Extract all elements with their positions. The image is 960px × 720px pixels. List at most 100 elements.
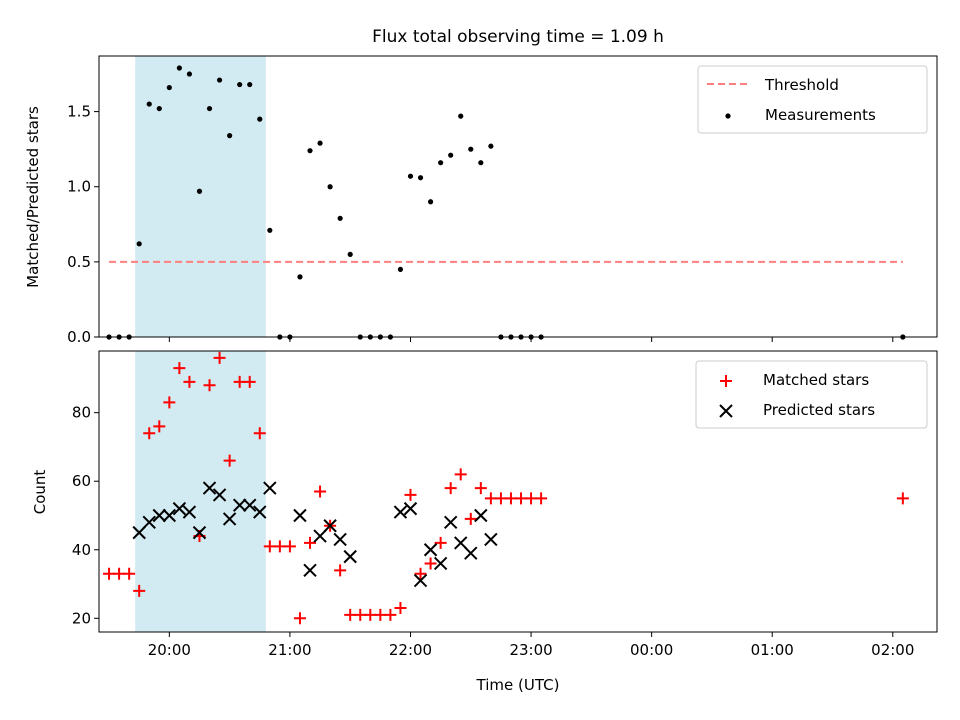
matched-star-marker xyxy=(515,492,528,505)
predicted-star-marker xyxy=(222,512,237,526)
y-tick-label: 0.5 xyxy=(67,253,91,271)
predicted-star-marker xyxy=(293,508,307,523)
legend-matched-label: Matched stars xyxy=(763,371,869,389)
measurement-point xyxy=(458,113,464,119)
bottom-panel: 20 40 60 80 20:00 21:00 22:00 23:00 00:00 01:00 0… xyxy=(31,350,938,659)
predicted-star-marker xyxy=(142,515,156,530)
matched-star-marker xyxy=(283,540,296,553)
x-tick-label: 01:00 xyxy=(751,641,794,659)
predicted-star-marker xyxy=(152,508,166,523)
measurement-point xyxy=(196,188,203,194)
measurement-point xyxy=(347,251,353,257)
matched-star-marker xyxy=(896,492,909,505)
matched-star-marker xyxy=(183,375,196,388)
matched-star-marker xyxy=(273,540,286,553)
measurement-point xyxy=(247,81,253,88)
predicted-star-marker xyxy=(474,508,488,523)
y-tick-label: 80 xyxy=(72,404,91,422)
measurement-point xyxy=(297,274,303,280)
measurement-point xyxy=(307,148,313,154)
measurement-point xyxy=(257,116,263,122)
measurement-point xyxy=(478,160,484,166)
predicted-star-marker xyxy=(443,515,458,530)
matched-star-marker xyxy=(404,488,417,501)
matched-star-marker xyxy=(474,482,487,495)
bottom-x-ticks: 20:00 21:00 22:00 23:00 00:00 01:00 02:00 xyxy=(148,632,914,659)
matched-star-marker xyxy=(143,427,156,440)
predicted-star-marker xyxy=(162,508,177,523)
matched-star-marker xyxy=(243,375,256,388)
measurement-point xyxy=(216,77,223,83)
predicted-star-marker xyxy=(232,498,247,512)
y-tick-label: 40 xyxy=(72,541,91,559)
predicted-star-marker xyxy=(433,556,448,571)
measurement-point xyxy=(317,140,323,146)
matched-star-marker xyxy=(414,567,427,580)
measurement-point xyxy=(417,175,424,181)
matched-star-marker xyxy=(203,379,216,392)
matched-star-marker xyxy=(454,468,467,481)
top-legend: Threshold Measurements xyxy=(697,65,928,134)
predicted-star-marker xyxy=(212,488,227,502)
matched-star-marker xyxy=(334,564,347,577)
matched-star-marker xyxy=(253,427,266,440)
matched-star-marker xyxy=(394,602,407,615)
measurement-point xyxy=(136,241,142,247)
matched-star-marker xyxy=(494,492,507,505)
top-shaded-region xyxy=(135,56,266,337)
legend-matched-swatch xyxy=(720,375,732,387)
measurement-point xyxy=(166,84,172,91)
chart-title: Flux total observing time = 1.09 h xyxy=(372,27,664,47)
matched-star-marker xyxy=(525,492,538,505)
measurement-point xyxy=(427,199,434,205)
measurement-point xyxy=(186,71,193,77)
bottom-legend-box xyxy=(695,360,928,429)
top-y-axis-label: Matched/Predicted stars xyxy=(24,106,42,288)
matched-star-marker xyxy=(133,584,146,597)
matched-star-marker xyxy=(173,362,186,375)
matched-star-marker xyxy=(113,567,126,580)
count-points xyxy=(103,351,909,625)
x-tick-label: 22:00 xyxy=(389,641,432,659)
measurement-point xyxy=(468,146,474,152)
matched-star-marker xyxy=(163,396,176,409)
predicted-star-marker xyxy=(313,529,327,543)
measurement-point xyxy=(488,143,494,149)
predicted-star-marker xyxy=(172,501,187,516)
top-y-ticks: 0.0 0.5 1.0 1.5 xyxy=(67,103,99,346)
measurement-point xyxy=(327,184,333,190)
legend-predicted-swatch xyxy=(719,404,733,418)
matched-star-marker xyxy=(263,540,276,553)
measurement-point xyxy=(227,133,233,139)
y-tick-label: 1.0 xyxy=(67,178,91,196)
matched-star-marker xyxy=(213,351,226,364)
matched-star-marker xyxy=(504,492,517,505)
bottom-shaded-region xyxy=(135,351,266,632)
y-tick-label: 1.5 xyxy=(67,103,91,121)
predicted-star-marker xyxy=(484,532,498,547)
x-tick-label: 02:00 xyxy=(871,641,914,659)
matched-star-marker xyxy=(153,420,166,433)
y-tick-label: 60 xyxy=(72,472,91,490)
top-legend-box xyxy=(697,65,928,134)
bottom-y-ticks: 20 40 60 80 xyxy=(72,404,99,627)
predicted-star-marker xyxy=(303,563,317,578)
matched-star-marker xyxy=(535,492,548,505)
measurement-point xyxy=(448,152,454,158)
predicted-star-marker xyxy=(243,498,257,512)
matched-star-marker xyxy=(364,608,377,621)
matched-star-marker xyxy=(103,567,116,580)
y-tick-label: 0.0 xyxy=(67,328,91,346)
legend-measurements-label: Measurements xyxy=(765,106,876,124)
predicted-star-marker xyxy=(393,505,408,519)
matched-star-marker xyxy=(293,612,306,625)
measurement-point xyxy=(206,105,213,112)
predicted-star-marker xyxy=(182,505,197,519)
legend-predicted-label: Predicted stars xyxy=(763,401,875,419)
measurement-point xyxy=(337,215,343,221)
top-plot-frame xyxy=(98,55,938,338)
predicted-star-marker xyxy=(323,519,337,533)
matched-star-marker xyxy=(233,375,246,388)
measurement-point xyxy=(267,227,273,233)
